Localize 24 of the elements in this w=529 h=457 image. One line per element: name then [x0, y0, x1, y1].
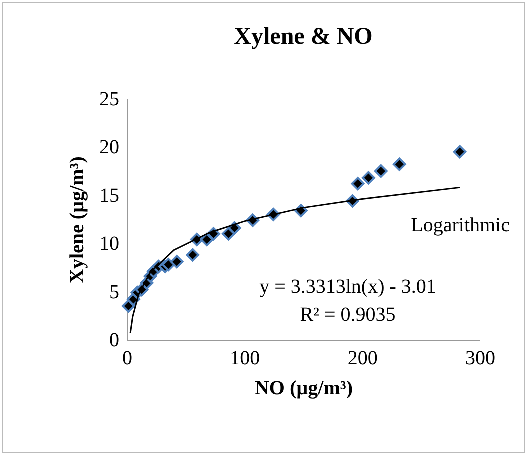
- point: [374, 164, 388, 178]
- x-tick-label: 200: [348, 348, 378, 370]
- y-axis-title: Xylene (µg/m³): [66, 156, 88, 284]
- y-tick-label: 15: [100, 184, 120, 207]
- y-tick-label: 25: [100, 88, 120, 110]
- x-tick-label: 100: [230, 348, 260, 370]
- chart-title: Xylene & NO: [234, 24, 373, 50]
- y-tick-label: 5: [110, 281, 120, 304]
- x-tick-label: 300: [466, 348, 496, 370]
- x-axis-title: NO (µg/m³): [254, 378, 354, 400]
- point: [170, 255, 184, 269]
- point: [228, 221, 242, 235]
- point: [351, 177, 365, 191]
- annotation: y = 3.3313ln(x) - 3.01: [260, 276, 436, 298]
- y-tick-label: 0: [110, 330, 120, 352]
- y-tick-label: 10: [100, 233, 120, 256]
- series-label: Logarithmic: [411, 214, 510, 237]
- point: [392, 158, 406, 172]
- point: [362, 171, 376, 185]
- point: [186, 248, 200, 262]
- y-tick-label: 20: [100, 136, 120, 159]
- point: [122, 300, 136, 313]
- point: [453, 145, 467, 159]
- annotation: R² = 0.9035: [300, 304, 396, 326]
